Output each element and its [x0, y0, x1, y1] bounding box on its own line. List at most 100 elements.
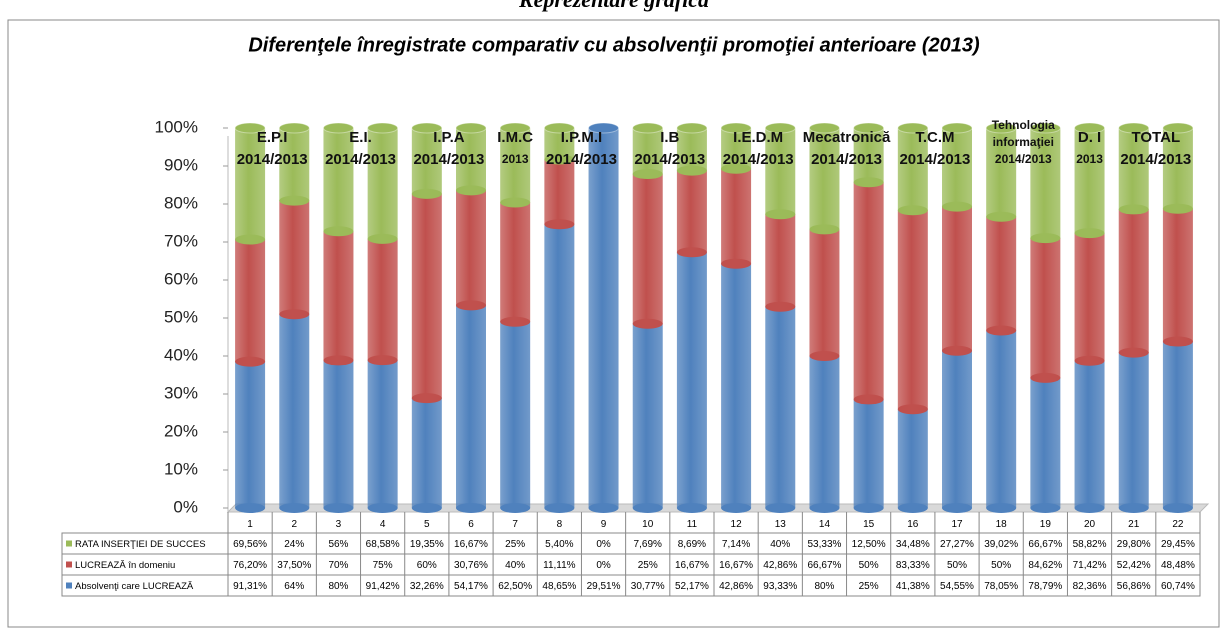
table-value: 12,50%	[852, 539, 886, 550]
bar-bottom	[1162, 203, 1193, 214]
bar-segment	[1162, 208, 1193, 342]
table-value: 24%	[284, 539, 304, 550]
bar-bottom	[1162, 336, 1193, 347]
table-value: 53,33%	[807, 539, 841, 550]
bar-top	[941, 122, 973, 134]
bar-bottom	[500, 197, 531, 208]
chart-border	[7, 19, 1220, 628]
y-tick-label: 90%	[164, 155, 198, 174]
bar-bottom	[986, 503, 1017, 513]
table-value: 16,67%	[454, 539, 488, 550]
bar-top	[588, 122, 620, 134]
table-value: 48,48%	[1161, 560, 1195, 571]
bar-bottom	[986, 325, 1017, 336]
group-label: 2014/2013	[811, 151, 882, 168]
category-label: 9	[601, 519, 607, 530]
category-label: 8	[557, 519, 563, 530]
page-heading: Reprezentare grafică	[518, 0, 709, 12]
group-label: Mecatronică	[803, 129, 891, 146]
table-value: 82,36%	[1073, 581, 1107, 592]
bar-segment	[323, 231, 354, 361]
bar-segment	[1118, 352, 1149, 508]
bar-top	[499, 122, 531, 134]
table-value: 48,65%	[542, 581, 576, 592]
bar-segment	[809, 128, 840, 230]
category-label: 20	[1084, 519, 1096, 530]
table-value: 80%	[814, 581, 834, 592]
category-label: 5	[424, 519, 430, 530]
table-value: 0%	[596, 560, 611, 571]
bar-segment	[1162, 341, 1193, 508]
bar-top	[367, 122, 399, 134]
category-label: 13	[775, 519, 787, 530]
bar-bottom	[721, 503, 752, 513]
table-value: 76,20%	[233, 560, 267, 571]
table-value: 78,79%	[1028, 581, 1062, 592]
table-value: 7,69%	[634, 539, 662, 550]
bar-segment	[279, 314, 310, 508]
bar-top	[1074, 122, 1106, 134]
table-value: 16,67%	[719, 560, 753, 571]
y-tick-label: 20%	[164, 421, 198, 440]
table-value: 34,48%	[896, 539, 930, 550]
bar-bottom	[1030, 233, 1061, 244]
bar-bottom	[544, 154, 575, 165]
bar-segment	[235, 128, 266, 240]
bar-bottom	[897, 205, 928, 216]
bar-segment	[544, 224, 575, 508]
table-value: 39,02%	[984, 539, 1018, 550]
bar-segment	[544, 159, 575, 225]
bar-segment	[721, 263, 752, 508]
group-label: I.M.C	[497, 129, 533, 146]
legend-label: RATA INSERŢIEI DE SUCCES	[75, 539, 206, 550]
table-value: 64%	[284, 581, 304, 592]
bar-segment	[1118, 128, 1149, 210]
bar-segment	[411, 398, 442, 508]
table-value: 91,31%	[233, 581, 267, 592]
table-value: 54,55%	[940, 581, 974, 592]
group-label: TOTAL	[1132, 129, 1181, 146]
bar-segment	[721, 128, 752, 169]
bar-segment	[853, 182, 884, 400]
group-label: 2014/2013	[237, 151, 308, 168]
legend-label: LUCREAZĂ în domeniu	[75, 560, 175, 571]
table-value: 0%	[596, 539, 611, 550]
table-value: 78,05%	[984, 581, 1018, 592]
bar-bottom	[367, 233, 398, 244]
bar-segment	[411, 128, 442, 194]
bar-bottom	[456, 185, 486, 196]
table-value: 52,42%	[1117, 560, 1151, 571]
bar-bottom	[765, 503, 796, 513]
bar-bottom	[986, 211, 1017, 222]
table-value: 68,58%	[366, 539, 400, 550]
table-value: 5,40%	[545, 539, 573, 550]
bar-segment	[765, 128, 796, 215]
bar-segment	[1074, 233, 1105, 361]
bar-bottom	[676, 247, 707, 258]
legend-swatch	[66, 561, 72, 568]
bar-bottom	[367, 355, 398, 366]
group-label: 2013	[1076, 152, 1103, 166]
bar-segment	[1030, 128, 1061, 239]
bar-bottom	[411, 503, 442, 513]
bar-bottom	[721, 258, 752, 269]
table-value: 25%	[859, 581, 879, 592]
bar-segment	[986, 330, 1017, 508]
table-value: 66,67%	[1028, 539, 1062, 550]
table-value: 25%	[505, 539, 525, 550]
group-label: D. I	[1078, 129, 1101, 146]
bar-segment	[942, 350, 972, 508]
bar-bottom	[411, 188, 442, 199]
bar-segment	[676, 170, 707, 253]
table-value: 60%	[417, 560, 437, 571]
y-tick-label: 50%	[164, 307, 198, 326]
bar-bottom	[235, 234, 266, 245]
group-label: 2014/2013	[899, 151, 970, 168]
bar-segment	[235, 239, 266, 362]
bar-bottom	[1162, 503, 1193, 513]
category-label: 11	[687, 519, 698, 530]
bar-bottom	[632, 318, 663, 329]
category-label: 18	[996, 519, 1008, 530]
bar-bottom	[809, 351, 840, 361]
bar-segment	[500, 128, 531, 203]
